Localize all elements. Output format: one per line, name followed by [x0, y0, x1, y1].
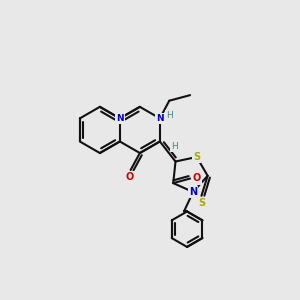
Text: H: H [167, 111, 173, 120]
Text: N: N [189, 187, 197, 197]
Text: O: O [192, 173, 200, 184]
Text: O: O [126, 172, 134, 182]
Text: H: H [171, 142, 178, 152]
Text: N: N [116, 114, 124, 123]
Text: S: S [193, 152, 200, 162]
Text: N: N [156, 114, 164, 123]
Text: S: S [198, 198, 205, 208]
